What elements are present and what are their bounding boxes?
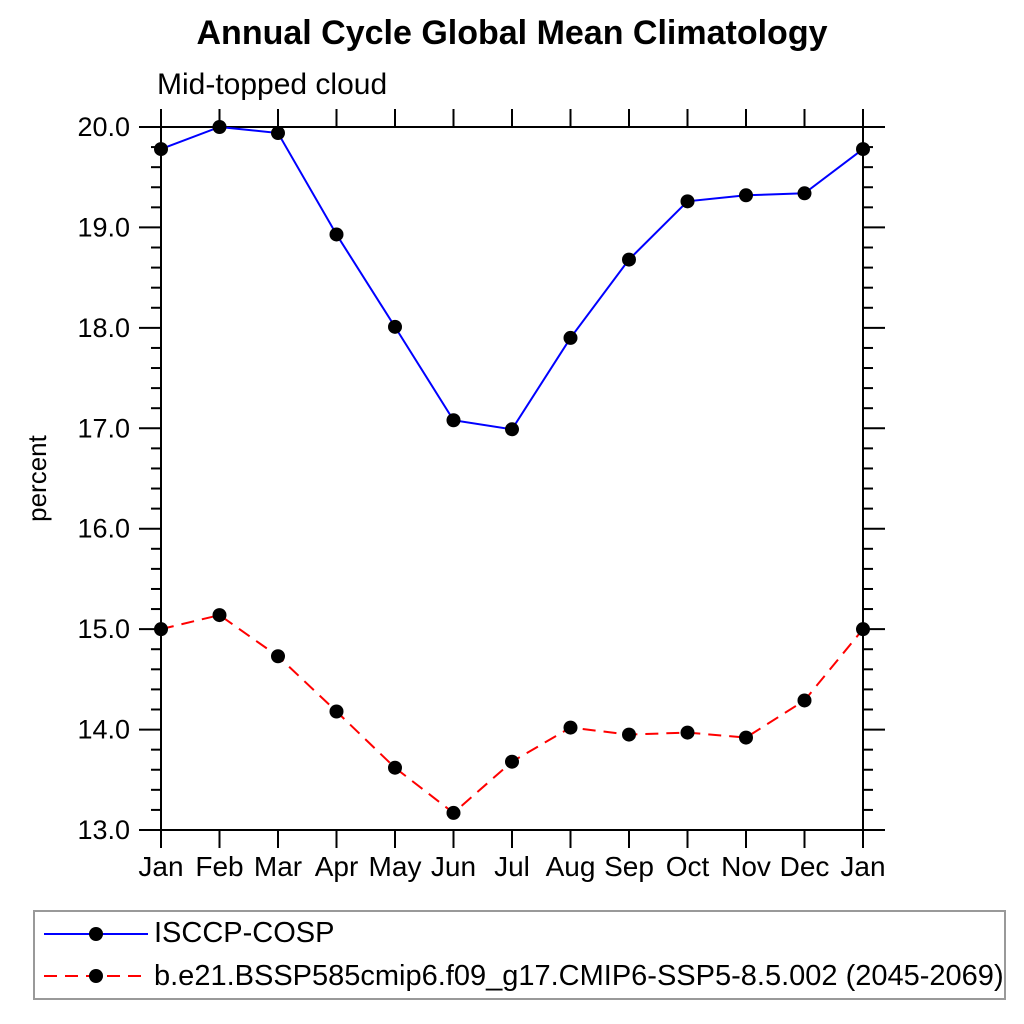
- legend-box: ISCCP-COSP b.e21.BSSP585cmip6.f09_g17.CM…: [33, 910, 1006, 1000]
- legend-label-model: b.e21.BSSP585cmip6.f09_g17.CMIP6-SSP5-8.…: [154, 959, 1004, 992]
- x-axis-tick-label: Jun: [431, 851, 476, 882]
- series-0-marker: [797, 186, 812, 201]
- series-line-1: [160, 614, 864, 815]
- series-1-marker: [739, 730, 753, 745]
- legend-entry-observation: ISCCP-COSP: [35, 913, 1004, 955]
- x-axis-tick-label: Sep: [604, 851, 654, 882]
- y-axis-tick-label: 16.0: [77, 514, 130, 544]
- y-axis-tick-label: 13.0: [77, 815, 130, 845]
- chart-title: Annual Cycle Global Mean Climatology: [196, 14, 828, 52]
- x-axis-tick-label: Jul: [494, 851, 530, 882]
- legend-entry-model: b.e21.BSSP585cmip6.f09_g17.CMIP6-SSP5-8.…: [35, 955, 1004, 997]
- y-axis-tick-label: 14.0: [77, 715, 130, 745]
- y-axis-tick-label: 15.0: [77, 614, 130, 644]
- x-axis-tick-label: Jan: [840, 851, 885, 882]
- series-1-marker: [271, 649, 285, 664]
- series-0-marker: [388, 319, 402, 334]
- x-axis-tick-label: Aug: [546, 851, 596, 882]
- y-axis-tick-label: 20.0: [77, 112, 130, 142]
- legend-label-observation: ISCCP-COSP: [154, 917, 335, 950]
- x-axis-tick-label: May: [369, 851, 422, 882]
- series-0-marker: [856, 142, 870, 157]
- y-axis-tick-label: 17.0: [77, 413, 130, 443]
- series-1-marker: [797, 693, 812, 708]
- series-0-marker: [505, 422, 519, 437]
- series-1-marker: [329, 704, 344, 719]
- x-axis-tick-label: Feb: [195, 851, 243, 882]
- x-axis-tick-label: Jan: [138, 851, 183, 882]
- series-0-marker: [212, 120, 227, 134]
- x-axis-tick-label: Dec: [780, 851, 830, 882]
- series-1-marker: [563, 720, 578, 735]
- y-axis-title: percent: [22, 434, 52, 521]
- series-0-marker: [446, 413, 461, 428]
- plot-border: [160, 126, 864, 831]
- series-1-marker: [622, 727, 636, 742]
- y-axis-tick-label: 19.0: [77, 212, 130, 242]
- series-1-marker: [856, 622, 870, 637]
- legend-line-sample-solid: [44, 926, 148, 941]
- series-0-marker: [622, 252, 636, 267]
- series-0-marker: [739, 188, 753, 203]
- chart-subtitle: Mid-topped cloud: [157, 68, 388, 101]
- series-1-marker: [505, 754, 519, 769]
- series-1-marker: [154, 622, 168, 637]
- series-1-marker: [388, 760, 402, 775]
- series-0-marker: [563, 330, 578, 345]
- y-axis-tick-label: 18.0: [77, 313, 130, 343]
- series-1-marker: [680, 725, 695, 740]
- x-axis-tick-label: Oct: [666, 851, 710, 882]
- series-1-marker: [446, 805, 461, 820]
- x-axis-tick-label: Apr: [315, 851, 359, 882]
- series-line-0: [160, 125, 864, 431]
- series-0-marker: [154, 142, 168, 157]
- series-0-marker: [329, 227, 344, 242]
- series-0-marker: [680, 194, 695, 209]
- legend-line-sample-dashed: [44, 969, 148, 984]
- series-0-marker: [271, 126, 285, 141]
- x-axis-tick-label: Nov: [721, 851, 771, 882]
- x-axis-tick-label: Mar: [254, 851, 302, 882]
- series-1-marker: [212, 608, 227, 623]
